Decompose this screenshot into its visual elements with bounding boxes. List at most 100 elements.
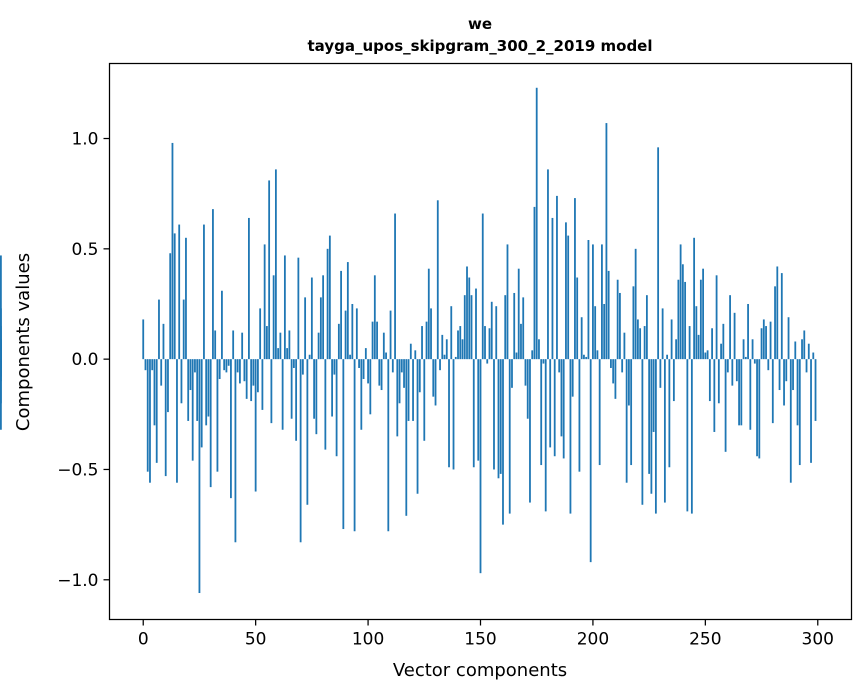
bar (652, 359, 655, 432)
bar (562, 359, 565, 459)
bar (783, 359, 785, 406)
bar (394, 213, 396, 360)
bar (706, 350, 709, 360)
bar (623, 332, 626, 360)
bars-group (0, 87, 817, 594)
bar (142, 319, 145, 360)
bar (360, 359, 363, 430)
bar (445, 339, 448, 360)
bar (452, 359, 455, 470)
bar (268, 180, 271, 360)
bar (785, 359, 788, 382)
bar (405, 359, 408, 516)
bar (771, 359, 774, 424)
bar (648, 359, 651, 474)
bar (274, 169, 277, 360)
bar (398, 359, 401, 404)
bar (436, 200, 439, 360)
bar (538, 339, 540, 360)
x-tick-label: 50 (245, 630, 267, 650)
bar (735, 359, 738, 382)
bar (702, 268, 704, 360)
bar (587, 240, 590, 360)
bar (196, 359, 199, 421)
bar (672, 359, 675, 402)
bar (364, 348, 367, 360)
bar (322, 275, 325, 360)
bar (634, 248, 637, 360)
bar (261, 359, 264, 410)
bar (639, 328, 642, 360)
bar (612, 359, 615, 384)
bar (560, 359, 563, 437)
bar (801, 339, 803, 360)
bar (232, 330, 235, 360)
bar (216, 359, 219, 472)
bar (751, 339, 754, 360)
bar (684, 281, 687, 360)
bar (382, 332, 385, 360)
bar (292, 359, 295, 368)
bar (479, 359, 482, 574)
bar (178, 224, 181, 360)
bar (661, 308, 664, 360)
bar (241, 332, 244, 360)
bar (373, 275, 376, 360)
bar (796, 359, 799, 426)
bar (738, 359, 740, 426)
bar (641, 359, 644, 505)
bar (472, 359, 475, 468)
bar (513, 292, 516, 360)
bar (614, 359, 617, 399)
bar (522, 297, 525, 360)
bar (407, 359, 410, 421)
bar (265, 326, 268, 360)
bar (369, 359, 372, 415)
bar (310, 277, 313, 360)
bar (466, 266, 468, 360)
bar (502, 359, 504, 525)
bar (654, 359, 657, 514)
bar (236, 359, 239, 373)
bar (234, 359, 237, 543)
bar (601, 244, 603, 360)
bar (603, 303, 606, 360)
bar (295, 359, 298, 441)
bar (176, 359, 178, 483)
bar (558, 359, 561, 373)
bar (529, 359, 531, 503)
bar (704, 352, 707, 360)
bar (301, 359, 304, 375)
bar (690, 359, 693, 514)
bar (715, 275, 718, 360)
bar (493, 359, 495, 470)
bar (780, 273, 783, 360)
bar (376, 321, 378, 360)
bar (551, 217, 554, 360)
bar (362, 359, 365, 380)
bar (565, 222, 567, 360)
y-tick-label: 1.0 (71, 130, 98, 150)
bar (753, 359, 756, 364)
bar (418, 359, 421, 393)
bar (477, 359, 480, 461)
bar (270, 359, 273, 424)
bar (733, 312, 736, 360)
bar (729, 295, 731, 360)
y-tick-label: 0.0 (71, 350, 98, 370)
bar (254, 359, 257, 492)
bar (342, 359, 345, 530)
bar (610, 359, 612, 368)
bar (686, 359, 689, 512)
bar (308, 354, 311, 360)
bar (0, 350, 2, 360)
bar (470, 295, 473, 360)
bar (765, 326, 767, 360)
bar (162, 323, 165, 360)
bar (158, 299, 160, 360)
bar (326, 248, 329, 360)
x-tick-label: 150 (464, 630, 496, 650)
bar (209, 359, 212, 488)
bar (553, 359, 556, 457)
